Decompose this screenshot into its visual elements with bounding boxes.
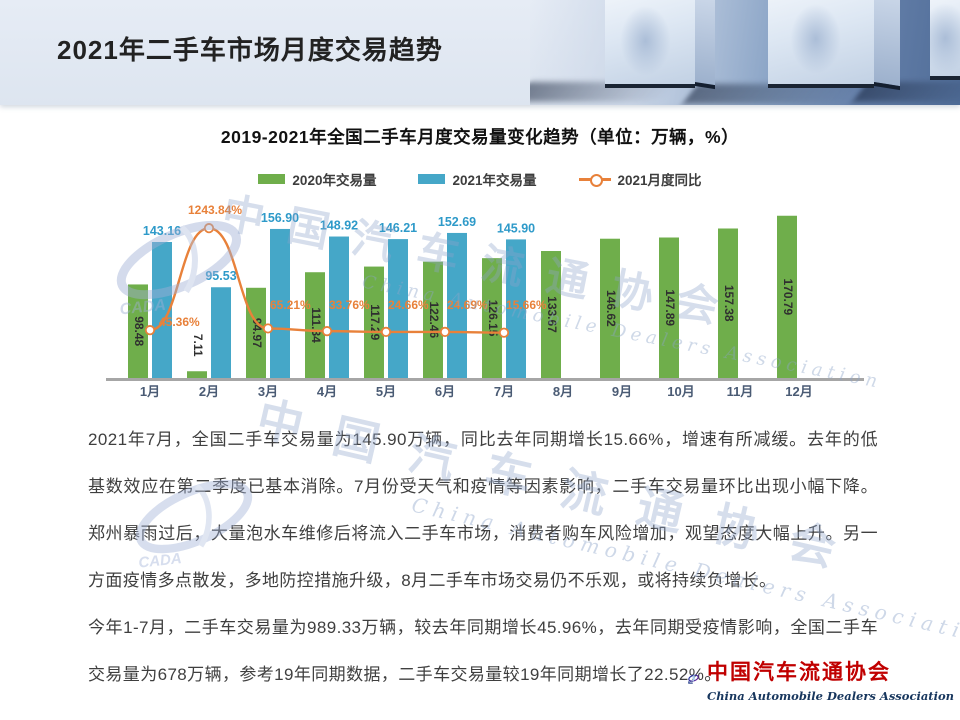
x-axis-label: 5月	[376, 384, 396, 399]
x-axis-label: 2月	[199, 384, 219, 399]
bar-2021-1月	[152, 241, 172, 378]
bar-label-2020: 117.29	[368, 304, 382, 340]
legend-label-2021: 2021年交易量	[452, 173, 537, 188]
bar-label-2020: 111.34	[309, 307, 323, 343]
x-axis-label: 1月	[140, 384, 160, 399]
legend-label-2020: 2020年交易量	[292, 173, 377, 188]
svg-text:CADA: CADA	[689, 682, 693, 684]
bar-2021-2月	[211, 287, 231, 378]
x-axis-label: 4月	[317, 384, 337, 399]
yoy-line	[149, 226, 505, 334]
chart-title: 2019-2021年全国二手车月度交易量变化趋势（单位：万辆，%）	[220, 127, 740, 147]
legend-item-yoy: 2021月度同比	[578, 169, 702, 189]
bar-label-2021: 145.90	[497, 221, 535, 235]
x-axis-label: 7月	[494, 384, 514, 399]
bar-label-2020: 7.11	[191, 334, 205, 357]
decorative-cube-3	[930, 0, 960, 80]
yoy-label: 24.69%	[447, 298, 488, 312]
yoy-marker	[262, 323, 274, 334]
footer-org-cn: 中国汽车流通协会	[707, 658, 892, 684]
chart-legend: 2020年交易量 2021年交易量 2021月度同比	[0, 169, 960, 189]
bar-2020-11月	[718, 228, 738, 378]
decorative-cube-2	[768, 0, 874, 88]
legend-swatch-2020-icon	[258, 174, 286, 184]
footer-branding: CADA 中国汽车流通协会 China Automobile Dealers A…	[688, 650, 954, 708]
yoy-marker	[203, 223, 215, 234]
bar-label-2020: 147.89	[663, 289, 677, 326]
bar-2021-4月	[329, 236, 349, 378]
bar-label-2021: 146.21	[379, 221, 417, 235]
bar-label-2021: 148.92	[320, 219, 358, 233]
bar-label-2020: 122.46	[427, 301, 441, 338]
footer-org-names: 中国汽车流通协会 China Automobile Dealers Associ…	[707, 656, 954, 703]
x-axis-label: 3月	[258, 384, 278, 399]
yoy-label: 45.36%	[159, 315, 200, 329]
yoy-label: 65.21%	[270, 298, 311, 312]
analysis-paragraph-1: 2021年7月，全国二手车交易量为145.90万辆，同比去年同期增长15.66%…	[88, 430, 878, 590]
analysis-paragraph-2: 今年1-7月，二手车交易量为989.33万辆，较去年同期增长45.96%，去年同…	[88, 618, 878, 684]
bar-2020-3月	[246, 287, 266, 378]
yoy-marker	[144, 325, 156, 336]
bar-label-2021: 95.53	[205, 269, 236, 283]
x-axis-label: 6月	[435, 384, 455, 399]
x-axis-label: 9月	[612, 384, 632, 399]
analysis-text-block: 2021年7月，全国二手车交易量为145.90万辆，同比去年同期增长15.66%…	[88, 416, 878, 698]
bar-2020-1月	[128, 284, 148, 378]
x-axis-label: 12月	[785, 384, 812, 399]
bar-2021-6月	[447, 232, 467, 378]
yoy-label: 33.76%	[329, 298, 370, 312]
bar-2020-12月	[777, 215, 797, 378]
legend-line-marker-icon	[578, 174, 611, 187]
bar-label-2020: 126.15	[486, 300, 500, 337]
bar-label-2020: 133.67	[545, 296, 559, 333]
yoy-label: 24.66%	[388, 298, 429, 312]
legend-line-dot-icon	[589, 174, 603, 187]
bar-2021-3月	[270, 228, 290, 378]
footer-org-en: China Automobile Dealers Association	[707, 688, 954, 703]
yoy-marker	[439, 326, 451, 337]
bar-2020-9月	[600, 238, 620, 378]
bar-2020-5月	[364, 266, 384, 378]
bar-2021-7月	[506, 239, 526, 378]
x-axis-label: 10月	[667, 384, 694, 399]
yoy-marker	[498, 327, 510, 338]
bar-label-2020: 146.62	[604, 290, 618, 327]
legend-item-2020: 2020年交易量	[258, 169, 376, 189]
legend-label-yoy: 2021月度同比	[617, 173, 702, 188]
bar-2020-10月	[659, 237, 679, 378]
x-axis-label: 8月	[553, 384, 573, 399]
bar-2020-6月	[423, 261, 443, 378]
bar-label-2020: 157.38	[722, 285, 736, 322]
yoy-label: 15.66%	[506, 298, 547, 312]
trend-chart: 98.48 143.16 1月 7.11 95.53 2月 94.97 156.90 3月 111…	[90, 195, 880, 411]
cada-logo-icon: CADA	[688, 674, 699, 684]
header-banner: 2021年二手车市场月度交易趋势	[0, 0, 960, 105]
bar-2020-4月	[305, 272, 325, 378]
bar-2020-8月	[541, 251, 561, 378]
bar-label-2021: 152.69	[438, 215, 476, 229]
legend-swatch-2021-icon	[418, 174, 446, 184]
bar-2020-2月	[187, 371, 207, 378]
decorative-cube-1	[605, 0, 695, 88]
bar-2021-5月	[388, 239, 408, 378]
decorative-cube-2-side	[874, 0, 900, 91]
bar-label-2020: 98.48	[132, 316, 146, 346]
yoy-label: 1243.84%	[188, 203, 242, 217]
bar-label-2021: 156.90	[261, 211, 299, 225]
yoy-marker	[321, 326, 333, 337]
bar-2020-7月	[482, 258, 502, 378]
yoy-marker	[380, 326, 392, 338]
decorative-cube-1-side	[695, 0, 715, 90]
legend-item-2021: 2021年交易量	[418, 169, 537, 189]
header-decorative-art	[530, 0, 960, 105]
bar-label-2021: 143.16	[143, 224, 181, 238]
page-title: 2021年二手车市场月度交易趋势	[57, 35, 443, 65]
bar-label-2020: 170.79	[781, 279, 795, 316]
trend-chart-svg: 98.48143.161月7.1195.532月94.97156.903月111…	[106, 203, 864, 399]
x-axis-label: 11月	[727, 384, 754, 399]
